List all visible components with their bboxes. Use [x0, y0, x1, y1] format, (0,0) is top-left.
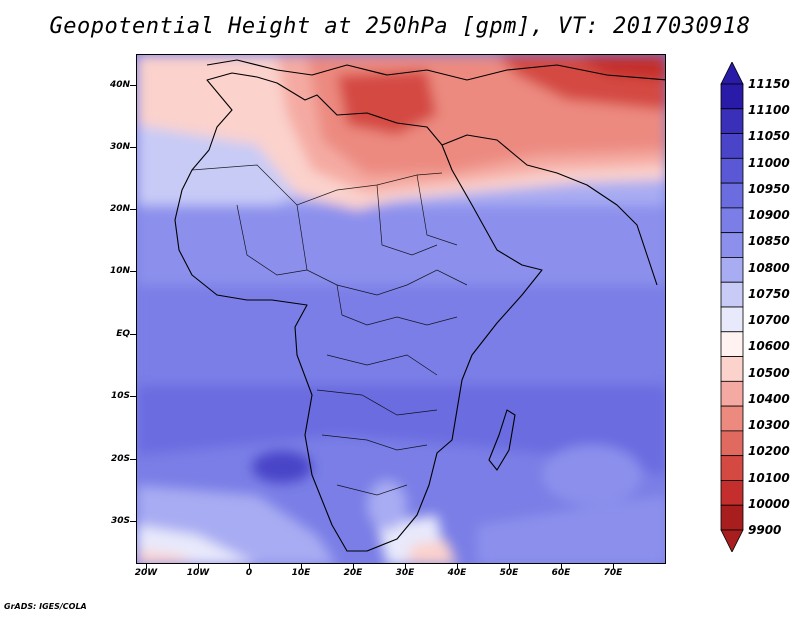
lon-tick: [457, 564, 458, 569]
colorbar-segment: [720, 182, 744, 209]
colorbar-label: 10200: [748, 444, 790, 459]
colorbar-label: 11100: [748, 103, 790, 118]
colorbar-segment: [720, 83, 744, 110]
colorbar-label: 10300: [748, 418, 790, 433]
lat-label-40n: 40N: [109, 80, 130, 90]
colorbar-segment: [720, 455, 744, 481]
colorbar-label: 10600: [748, 339, 790, 354]
lon-tick: [198, 564, 199, 569]
colorbar-segment: [720, 306, 744, 333]
lat-tick: [130, 209, 136, 210]
geopotential-field-map: [137, 55, 665, 563]
lon-tick: [249, 564, 250, 569]
colorbar-segment: [720, 281, 744, 308]
africa-coast: [174, 72, 543, 552]
field-shading: [137, 55, 665, 563]
lon-label-20w: 20W: [134, 568, 158, 578]
lat-tick: [130, 396, 136, 397]
lat-tick: [130, 334, 136, 335]
lon-tick: [613, 564, 614, 569]
lat-tick: [130, 459, 136, 460]
colorbar-segment: [720, 430, 744, 457]
lon-tick: [301, 564, 302, 569]
lon-label-40e: 40E: [447, 568, 467, 578]
lon-label-20e: 20E: [343, 568, 363, 578]
colorbar-label: 10000: [748, 496, 790, 511]
colorbar: [720, 62, 744, 552]
colorbar-segment: [720, 504, 744, 531]
colorbar-segment: [720, 207, 744, 234]
lon-tick: [146, 564, 147, 569]
colorbar-label: 10400: [748, 391, 790, 406]
colorbar-label: 11000: [748, 155, 790, 170]
lat-tick: [130, 147, 136, 148]
lon-label-60e: 60E: [551, 568, 571, 578]
colorbar-segment: [720, 480, 744, 506]
lat-label-20s: 20S: [110, 454, 130, 464]
lat-label-10n: 10N: [109, 266, 130, 276]
map-panel: [136, 54, 666, 564]
lon-label-10e: 10E: [291, 568, 311, 578]
colorbar-label: 10950: [748, 181, 790, 196]
lat-label-30s: 30S: [110, 516, 130, 526]
lat-label-20n: 20N: [109, 204, 130, 214]
lon-label-30e: 30E: [395, 568, 415, 578]
colorbar-segment: [720, 380, 744, 407]
lon-tick: [405, 564, 406, 569]
colorbar-label: 10800: [748, 260, 790, 275]
lat-label-30n: 30N: [109, 142, 130, 152]
lon-label-0: 0: [245, 568, 253, 578]
colorbar-label: 10850: [748, 234, 790, 249]
grads-credit: GrADS: IGES/COLA: [4, 602, 87, 611]
lat-tick: [130, 271, 136, 272]
colorbar-label: 11050: [748, 129, 790, 144]
madagascar: [488, 409, 516, 471]
coastlines: [174, 59, 665, 552]
colorbar-label: 10500: [748, 365, 790, 380]
colorbar-label: 10100: [748, 470, 790, 485]
lat-label-eq: EQ: [116, 329, 130, 339]
colorbar-label: 9900: [748, 523, 782, 537]
colorbar-top-arrow: [720, 62, 744, 85]
colorbar-segment: [720, 356, 744, 382]
colorbar-segment: [720, 331, 744, 357]
colorbar-segment: [720, 257, 744, 283]
colorbar-label: 10700: [748, 313, 790, 328]
europe-coast: [206, 59, 665, 81]
colorbar-segment: [720, 133, 744, 159]
lat-label-10s: 10S: [110, 391, 130, 401]
lat-tick: [130, 521, 136, 522]
lon-tick: [509, 564, 510, 569]
colorbar-segment: [720, 108, 744, 134]
colorbar-segment: [720, 405, 744, 432]
lon-label-10w: 10W: [186, 568, 210, 578]
colorbar-segment: [720, 157, 744, 184]
country-borders: [191, 164, 468, 496]
lon-tick: [561, 564, 562, 569]
lon-label-70e: 70E: [603, 568, 623, 578]
colorbar-bottom-arrow: [720, 529, 744, 552]
map-title: Geopotential Height at 250hPa [gpm], VT:…: [49, 14, 751, 39]
colorbar-segment: [720, 232, 744, 258]
colorbar-label: 10900: [748, 208, 790, 223]
lon-label-50e: 50E: [499, 568, 519, 578]
arabia-coast: [441, 134, 658, 286]
lat-tick: [130, 85, 136, 86]
lon-tick: [353, 564, 354, 569]
colorbar-label: 10750: [748, 286, 790, 301]
colorbar-label: 11150: [748, 77, 790, 91]
